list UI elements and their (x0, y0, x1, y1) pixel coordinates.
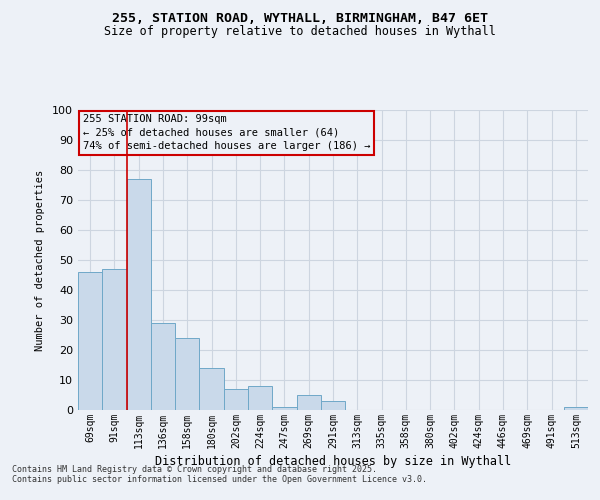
Bar (296, 395, 321, 410)
Bar (127, 179, 151, 410)
X-axis label: Distribution of detached houses by size in Wythall: Distribution of detached houses by size … (155, 455, 511, 468)
Bar (272, 407, 296, 410)
Bar (199, 368, 224, 410)
Bar (78, 272, 102, 410)
Y-axis label: Number of detached properties: Number of detached properties (35, 170, 45, 350)
Bar (321, 401, 345, 410)
Bar (564, 407, 588, 410)
Text: Contains HM Land Registry data © Crown copyright and database right 2025.: Contains HM Land Registry data © Crown c… (12, 466, 377, 474)
Bar (151, 323, 175, 410)
Bar (102, 269, 127, 410)
Text: 255, STATION ROAD, WYTHALL, BIRMINGHAM, B47 6ET: 255, STATION ROAD, WYTHALL, BIRMINGHAM, … (112, 12, 488, 26)
Text: 255 STATION ROAD: 99sqm
← 25% of detached houses are smaller (64)
74% of semi-de: 255 STATION ROAD: 99sqm ← 25% of detache… (83, 114, 371, 151)
Bar (224, 389, 248, 410)
Text: Contains public sector information licensed under the Open Government Licence v3: Contains public sector information licen… (12, 476, 427, 484)
Bar (248, 386, 272, 410)
Bar (175, 338, 199, 410)
Text: Size of property relative to detached houses in Wythall: Size of property relative to detached ho… (104, 25, 496, 38)
